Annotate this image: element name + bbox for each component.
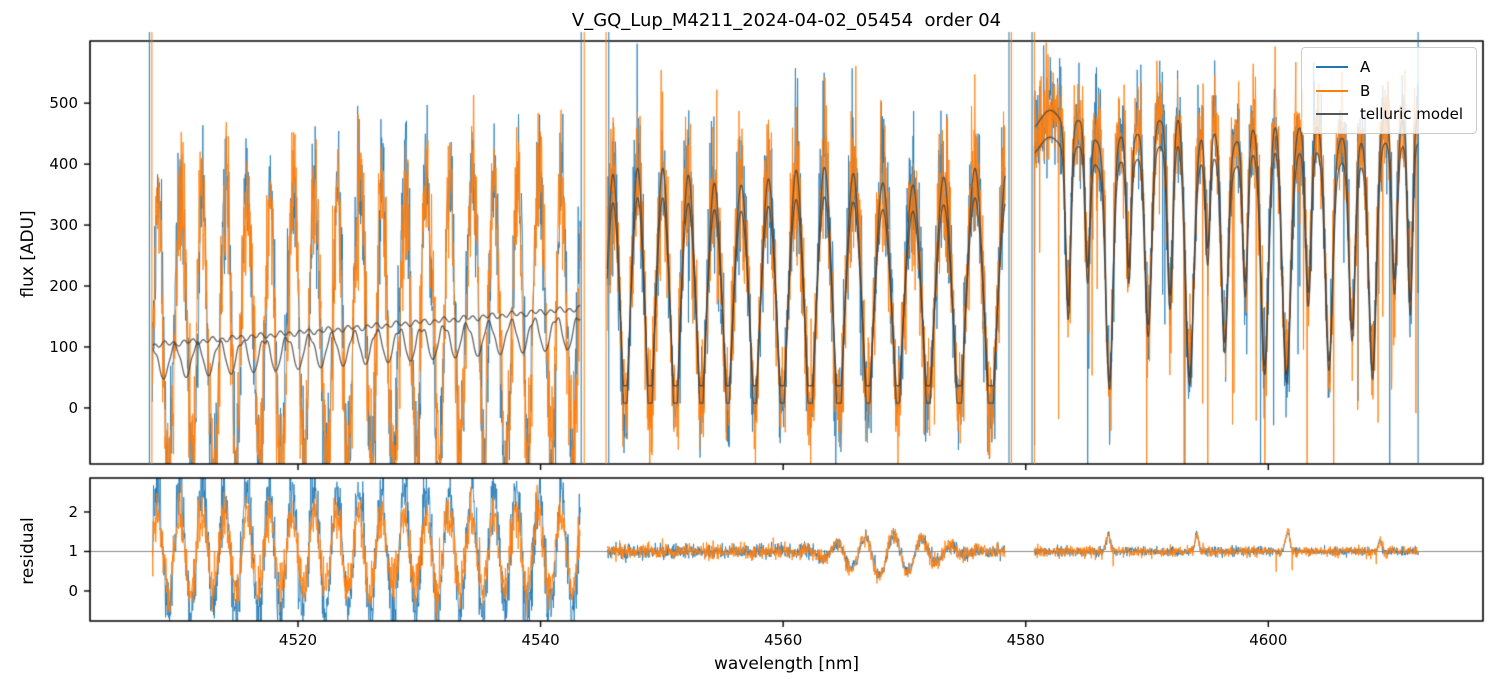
legend-item-telluric-model: telluric model xyxy=(1316,102,1466,126)
y-tick-label-flux: 300 xyxy=(49,216,78,235)
y-tick-label-flux: 200 xyxy=(49,277,78,296)
x-tick-label: 4600 xyxy=(1249,631,1288,649)
legend-label-telluric-model: telluric model xyxy=(1360,105,1464,124)
legend-label-a: A xyxy=(1360,57,1371,76)
x-axis-label: wavelength [nm] xyxy=(713,654,860,674)
y-tick-label-flux: 500 xyxy=(49,94,78,113)
y-axis-label-flux: flux [ADU] xyxy=(18,210,38,298)
y-tick-label-residual: 1 xyxy=(68,542,78,561)
y-tick-label-residual: 0 xyxy=(68,581,78,600)
legend-swatch-telluric-line xyxy=(1316,113,1348,116)
y-tick-label-flux: 100 xyxy=(49,337,78,356)
x-tick-label: 4540 xyxy=(521,631,560,649)
legend: A B telluric model xyxy=(1301,47,1477,134)
legend-swatch-a-line xyxy=(1316,65,1348,68)
y-tick-label-flux: 0 xyxy=(68,398,78,417)
y-tick-label-residual: 2 xyxy=(68,502,78,521)
legend-item-a: A xyxy=(1316,55,1466,79)
legend-swatch-b-line xyxy=(1316,89,1348,92)
x-tick-label: 4580 xyxy=(1006,631,1045,649)
chart-title: V_GQ_Lup_M4211_2024-04-02_05454 order 04 xyxy=(571,10,1002,31)
legend-item-b: B xyxy=(1316,79,1466,103)
legend-label-b: B xyxy=(1360,81,1371,100)
y-tick-label-flux: 400 xyxy=(49,155,78,174)
x-tick-label: 4560 xyxy=(764,631,803,649)
x-tick-label: 4520 xyxy=(278,631,318,649)
